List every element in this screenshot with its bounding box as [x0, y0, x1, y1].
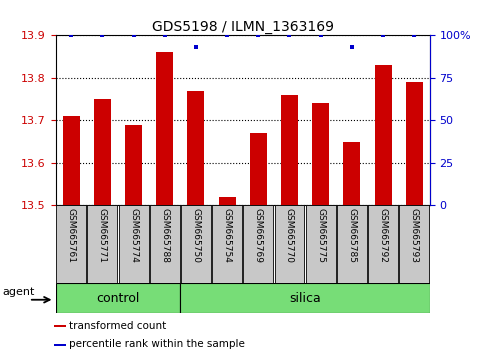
Text: GSM665775: GSM665775	[316, 208, 325, 263]
Point	[192, 45, 200, 50]
Text: GSM665769: GSM665769	[254, 208, 263, 263]
Text: GSM665793: GSM665793	[410, 208, 419, 263]
Bar	[343, 142, 360, 205]
Point	[348, 45, 356, 50]
Point	[67, 33, 75, 38]
Bar	[54, 325, 66, 327]
Bar	[337, 205, 367, 283]
Bar	[56, 205, 86, 283]
Bar	[54, 344, 66, 346]
Text: control: control	[96, 292, 140, 305]
Bar	[243, 205, 273, 283]
Text: silica: silica	[289, 292, 321, 305]
Point	[285, 33, 293, 38]
Text: GSM665792: GSM665792	[379, 208, 387, 263]
Bar	[125, 125, 142, 205]
Title: GDS5198 / ILMN_1363169: GDS5198 / ILMN_1363169	[152, 21, 334, 34]
Point	[223, 33, 231, 38]
Text: GSM665771: GSM665771	[98, 208, 107, 263]
Point	[255, 33, 262, 38]
Point	[411, 33, 418, 38]
Bar	[374, 65, 392, 205]
Text: GSM665754: GSM665754	[223, 208, 232, 263]
Text: agent: agent	[3, 287, 35, 297]
Bar	[368, 205, 398, 283]
Bar	[87, 205, 117, 283]
Point	[317, 33, 325, 38]
Text: GSM665785: GSM665785	[347, 208, 356, 263]
Bar	[180, 283, 430, 313]
Point	[161, 33, 169, 38]
Bar	[281, 95, 298, 205]
Text: percentile rank within the sample: percentile rank within the sample	[69, 339, 244, 349]
Bar	[212, 205, 242, 283]
Bar	[150, 205, 180, 283]
Bar	[399, 205, 429, 283]
Bar	[218, 197, 236, 205]
Point	[379, 33, 387, 38]
Bar	[312, 103, 329, 205]
Bar	[156, 52, 173, 205]
Text: transformed count: transformed count	[69, 321, 166, 331]
Bar	[250, 133, 267, 205]
Text: GSM665761: GSM665761	[67, 208, 76, 263]
Bar	[306, 205, 336, 283]
Text: GSM665770: GSM665770	[285, 208, 294, 263]
Bar	[274, 205, 304, 283]
Bar	[118, 205, 148, 283]
Bar	[94, 99, 111, 205]
Point	[99, 33, 106, 38]
Bar	[181, 205, 211, 283]
Text: GSM665774: GSM665774	[129, 208, 138, 263]
Bar	[406, 82, 423, 205]
Text: GSM665788: GSM665788	[160, 208, 169, 263]
Bar	[56, 283, 180, 313]
Text: GSM665750: GSM665750	[191, 208, 200, 263]
Point	[129, 33, 137, 38]
Bar	[63, 116, 80, 205]
Bar	[187, 91, 204, 205]
